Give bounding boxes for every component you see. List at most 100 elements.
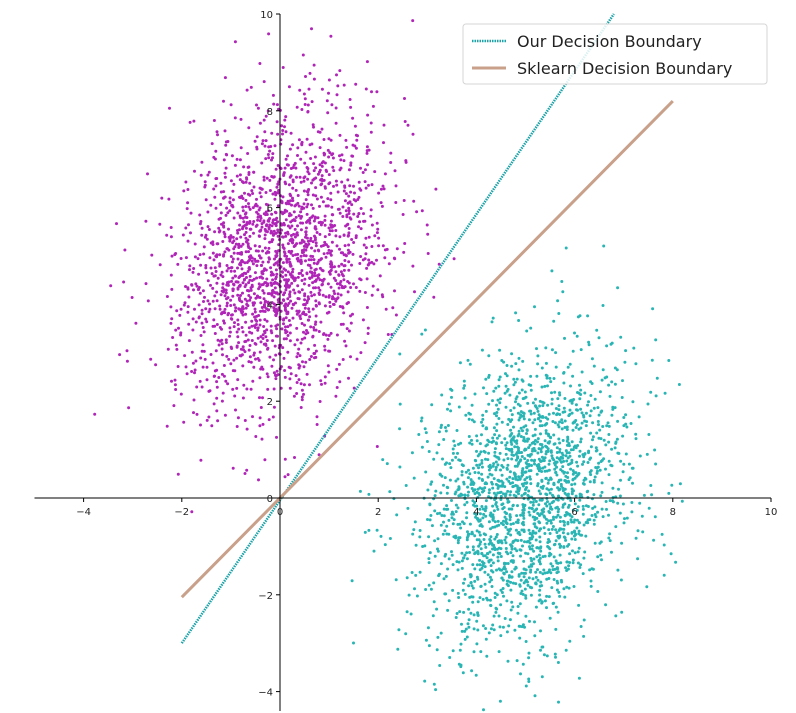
scatter-point [295,355,299,359]
scatter-point [254,318,258,322]
scatter-point [509,522,513,526]
scatter-point [284,218,288,222]
scatter-point [375,90,379,94]
scatter-point [461,671,465,675]
scatter-point [550,391,553,395]
scatter-point [332,169,336,173]
scatter-point [267,418,271,422]
scatter-point [457,458,461,462]
scatter-point [484,409,488,413]
scatter-point [608,539,612,543]
scatter-point [564,454,568,458]
scatter-point [310,100,314,104]
scatter-point [510,457,514,461]
scatter-point [294,215,298,219]
scatter-point [540,508,544,512]
scatter-point [578,494,582,498]
scatter-point [442,483,445,487]
scatter-point [492,628,496,632]
scatter-point [305,212,309,216]
scatter-point [220,372,224,376]
scatter-point [263,318,267,322]
scatter-point [183,354,187,358]
scatter-point [587,340,591,344]
scatter-point [236,416,240,420]
scatter-point [500,479,503,483]
scatter-point [342,278,346,282]
scatter-point [680,499,684,503]
scatter-point [535,555,539,559]
scatter-point [465,635,469,639]
scatter-point [271,93,275,97]
scatter-point [382,187,386,191]
scatter-point [228,239,232,243]
scatter-point [456,568,460,572]
scatter-point [237,327,241,331]
scatter-point [493,412,496,416]
scatter-point [418,535,422,539]
scatter-point [313,268,317,272]
scatter-point [213,307,217,311]
scatter-point [589,445,593,449]
scatter-point [266,375,270,379]
scatter-point [484,377,488,381]
scatter-point [291,143,295,147]
scatter-point [256,215,260,219]
scatter-point [215,396,219,400]
scatter-point [487,375,491,379]
scatter-point [571,349,575,353]
scatter-point [496,407,500,411]
scatter-point [509,527,512,531]
scatter-point [315,197,319,201]
scatter-point [482,386,485,390]
scatter-point [314,278,318,282]
scatter-point [186,239,190,243]
scatter-point [310,275,314,279]
scatter-point [215,299,219,303]
scatter-point [229,179,233,183]
scatter-point [352,184,355,188]
scatter-point [215,290,219,294]
scatter-point [532,459,536,463]
scatter-point [521,484,525,488]
scatter-point [457,596,461,599]
scatter-point [250,283,254,287]
scatter-point [427,450,431,453]
scatter-point [382,123,386,127]
scatter-point [552,499,556,503]
scatter-point [318,258,322,262]
scatter-point [285,254,289,258]
scatter-point [494,502,498,506]
scatter-point [499,634,503,638]
scatter-point [536,578,540,582]
scatter-point [242,165,246,169]
scatter-point [614,525,618,529]
scatter-point [289,213,293,217]
scatter-point [333,265,336,269]
scatter-point [484,514,488,518]
scatter-point [327,248,331,252]
scatter-point [199,356,203,360]
scatter-point [288,323,292,327]
scatter-point [330,240,334,244]
scatter-point [505,441,509,445]
scatter-point [347,376,350,380]
scatter-point [364,236,368,240]
scatter-point [468,551,471,554]
scatter-point [480,420,483,424]
scatter-point [573,551,577,555]
scatter-point [170,287,174,291]
scatter-point [554,470,558,474]
scatter-point [471,489,475,493]
scatter-point [538,570,542,574]
scatter-point [494,535,498,539]
scatter-point [441,457,444,461]
scatter-point [297,204,301,208]
scatter-point [540,675,544,679]
scatter-point [610,447,614,451]
scatter-point [527,489,531,493]
scatter-point [109,284,113,288]
scatter-point [326,197,330,201]
scatter-point [571,558,575,562]
scatter-point [273,190,277,194]
